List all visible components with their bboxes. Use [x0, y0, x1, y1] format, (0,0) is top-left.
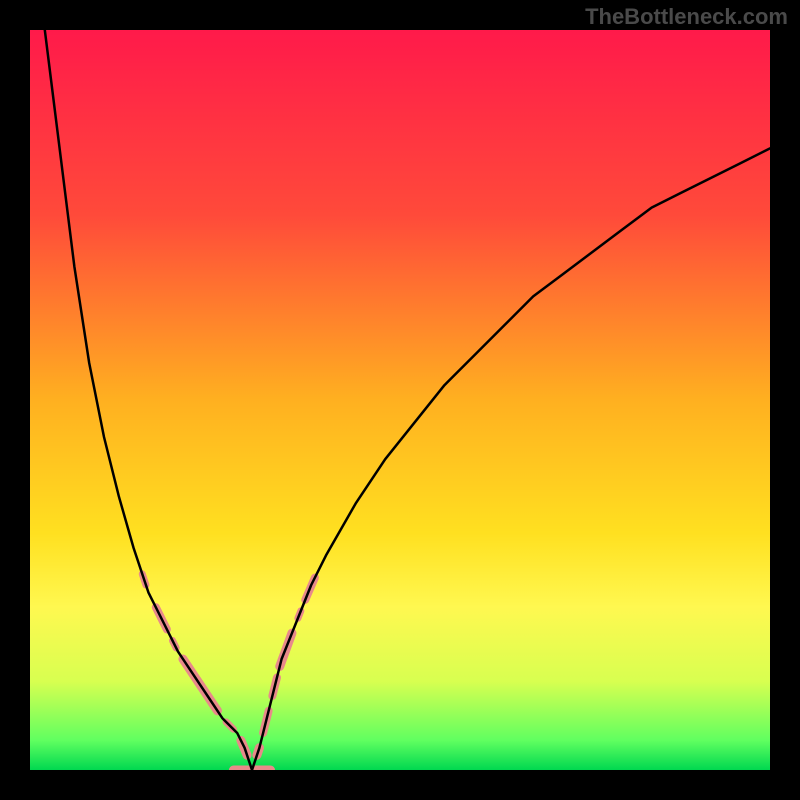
chart-svg-layer [30, 30, 770, 770]
marker-bands-group [142, 574, 315, 770]
bottleneck-curve [45, 30, 770, 770]
watermark-text: TheBottleneck.com [585, 4, 788, 30]
